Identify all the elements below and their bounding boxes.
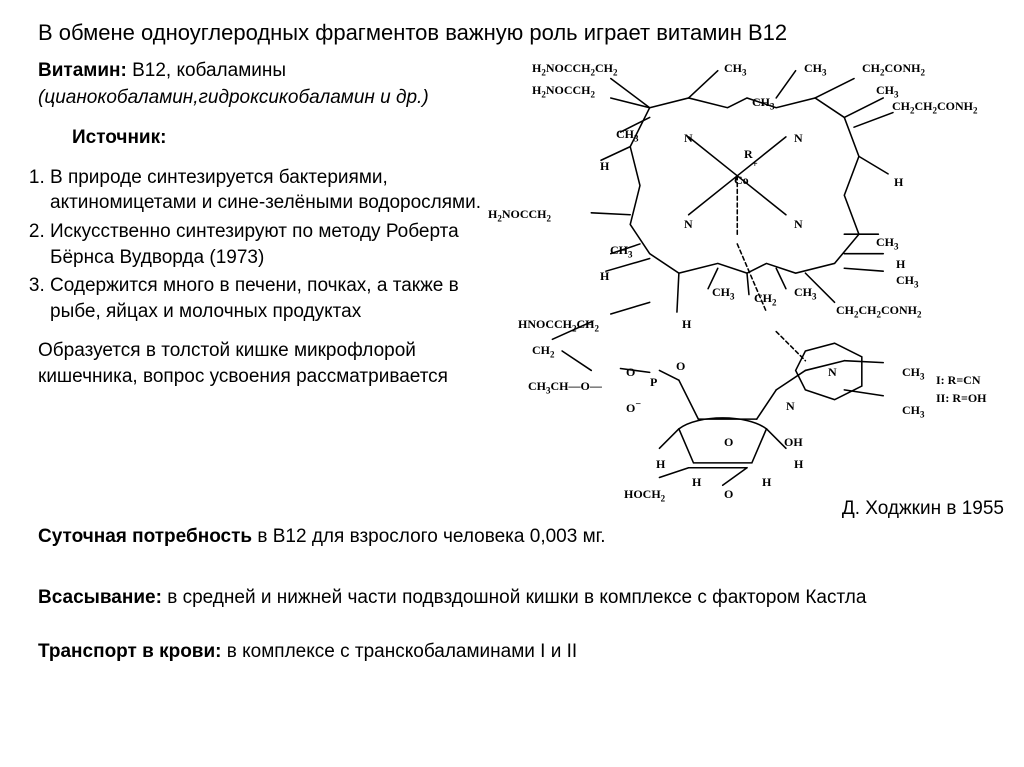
structure-label: N xyxy=(684,216,693,232)
structure-label: H2NOCCH2 xyxy=(532,82,595,101)
vitamin-text: В12, кобаламины xyxy=(127,60,286,81)
structure-label: CH2CH2CONH2 xyxy=(836,302,922,321)
structure-label: CH3 xyxy=(876,234,899,253)
structure-label: H xyxy=(682,316,691,332)
structure-label: O xyxy=(626,364,635,380)
structure-label: N xyxy=(828,364,837,380)
vitamin-label: Витамин: xyxy=(38,60,127,81)
structure-label: CH3 xyxy=(610,242,633,261)
structure-label: H xyxy=(692,474,701,490)
list-item: Искусственно синтезируют по методу Робер… xyxy=(50,219,484,270)
structure-label: OH xyxy=(784,434,803,450)
structure-label: CH2 xyxy=(532,342,555,361)
structure-label: CH3 xyxy=(902,402,925,421)
structure-label: O xyxy=(724,486,733,502)
structure-label: I: R=CN xyxy=(936,372,981,388)
structure-label: + xyxy=(752,158,758,176)
daily-bold: Суточная потребность xyxy=(38,526,252,547)
structure-label: CH3 xyxy=(724,60,747,79)
daily-requirement: Суточная потребность в В12 для взрослого… xyxy=(38,524,1000,550)
page-title: В обмене одноуглеродных фрагментов важну… xyxy=(38,18,1000,48)
absorb-bold: Всасывание: xyxy=(38,587,162,608)
structure-label: H xyxy=(600,268,609,284)
structure-label: H xyxy=(896,256,905,272)
structure-label: H xyxy=(762,474,771,490)
structure-label: CH3 xyxy=(896,272,919,291)
structure-label: O− xyxy=(626,398,641,416)
structure-label: N xyxy=(794,216,803,232)
transport: Транспорт в крови: в комплексе с транско… xyxy=(38,639,1000,665)
structure-label: O xyxy=(724,434,733,450)
structure-label: CH3 xyxy=(616,126,639,145)
source-header: Источник: xyxy=(72,125,484,151)
structure-label: CH3 xyxy=(804,60,827,79)
structure-label: HNOCCH2CH2 xyxy=(518,316,599,335)
transport-bold: Транспорт в крови: xyxy=(38,641,222,662)
structure-label: N xyxy=(794,130,803,146)
vitamin-subtext: (цианокобаламин,гидроксикобаламин и др.) xyxy=(38,85,484,111)
vitamin-line: Витамин: В12, кобаламины xyxy=(38,58,484,84)
chemical-structure: H2NOCCH2CH2CH3CH3CH2CONH2H2NOCCH2CH3CH3C… xyxy=(494,58,1000,498)
structure-label: N xyxy=(786,398,795,414)
upper-section: Витамин: В12, кобаламины (цианокобаламин… xyxy=(24,58,1000,498)
structure-label: H2NOCCH2 xyxy=(488,206,551,225)
structure-label: CH2CONH2 xyxy=(862,60,925,79)
structure-label: CH3 xyxy=(712,284,735,303)
absorption: Всасывание: в средней и нижней части под… xyxy=(38,585,1000,611)
structure-label: CH3 xyxy=(902,364,925,383)
structure-label: CH2CH2CONH2 xyxy=(892,98,978,117)
transport-rest: в комплексе с транскобаламинами I и II xyxy=(222,641,578,662)
structure-label: H xyxy=(656,456,665,472)
hodgkin-caption: Д. Ходжкин в 1955 xyxy=(842,496,1004,522)
structure-label: H xyxy=(894,174,903,190)
structure-label: II: R=OH xyxy=(936,390,987,406)
colon-text: Образуется в толстой кишке микрофлорой к… xyxy=(38,338,484,389)
structure-label: HOCH2 xyxy=(624,486,665,505)
structure-label: H xyxy=(794,456,803,472)
structure-label: CH3 xyxy=(752,94,775,113)
left-column: Витамин: В12, кобаламины (цианокобаламин… xyxy=(24,58,484,498)
daily-rest: в В12 для взрослого человека 0,003 мг. xyxy=(252,526,605,547)
structure-label: CH2 xyxy=(754,290,777,309)
source-list: В природе синтезируется бактериями, акти… xyxy=(24,165,484,325)
structure-label: P xyxy=(650,374,657,390)
structure-label: CH3 xyxy=(794,284,817,303)
structure-label: CH3CH—O— xyxy=(528,378,602,397)
list-item: Содержится много в печени, почках, а так… xyxy=(50,273,484,324)
structure-label: N xyxy=(684,130,693,146)
right-column: H2NOCCH2CH2CH3CH3CH2CONH2H2NOCCH2CH3CH3C… xyxy=(494,58,1000,498)
structure-label: O xyxy=(676,358,685,374)
structure-label: H2NOCCH2CH2 xyxy=(532,60,618,79)
structure-label: Co xyxy=(734,172,749,188)
structure-label: H xyxy=(600,158,609,174)
absorb-rest: в средней и нижней части подвздошной киш… xyxy=(162,587,867,608)
list-item: В природе синтезируется бактериями, акти… xyxy=(50,165,484,216)
